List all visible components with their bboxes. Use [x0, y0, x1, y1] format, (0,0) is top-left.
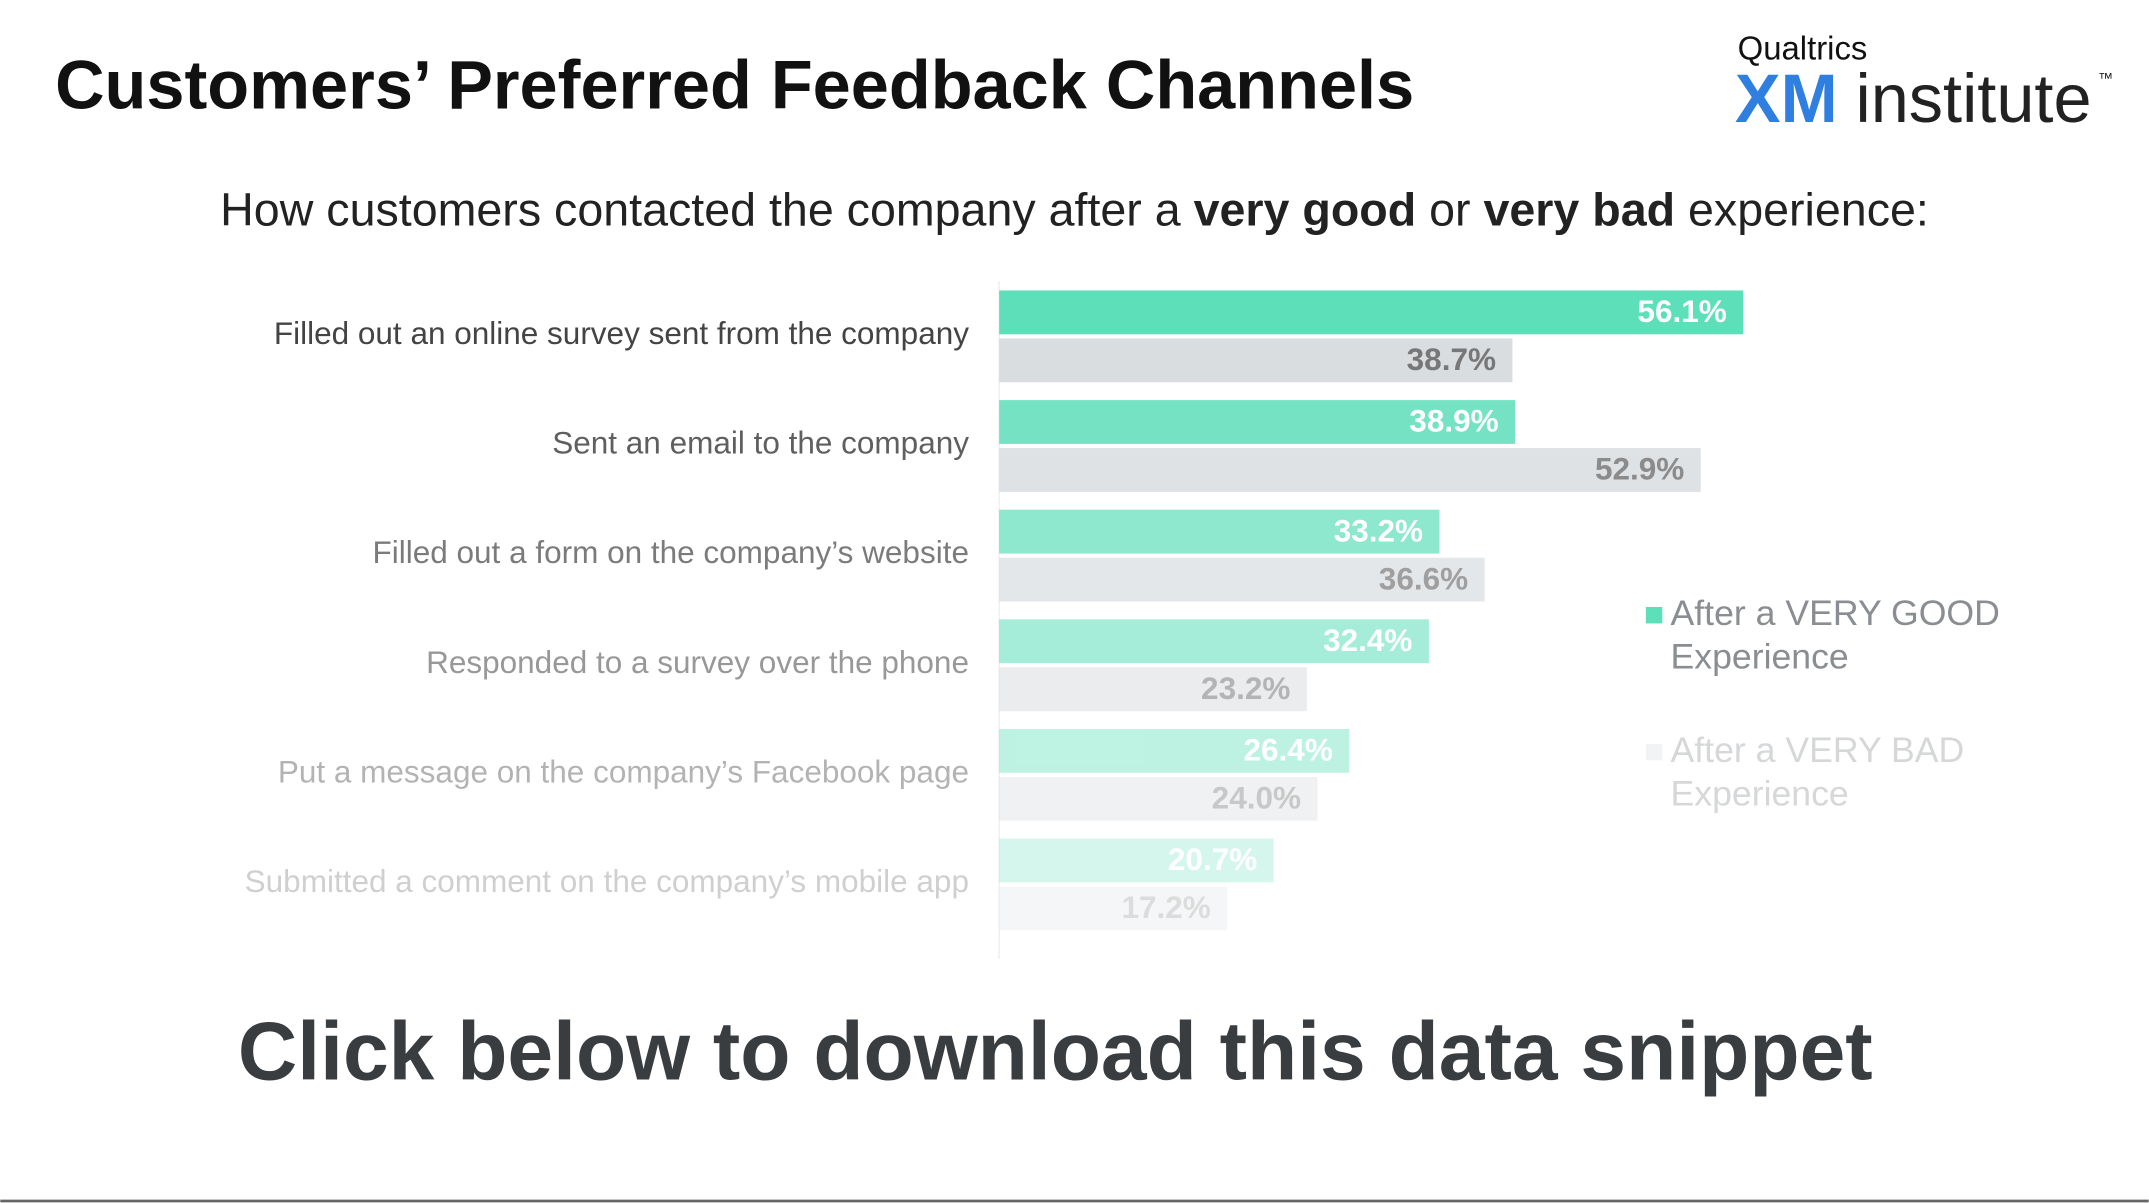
logo-company: Qualtrics — [1738, 29, 1868, 66]
title: Customers’ Preferred Feedback Channels — [55, 47, 1414, 124]
bar — [999, 619, 1429, 664]
category-label: Sent an email to the company — [552, 425, 969, 461]
subtitle-part: very bad — [1484, 184, 1676, 236]
bar — [999, 838, 1274, 883]
bar — [999, 448, 1701, 492]
row: Filled out a form on the company’s websi… — [373, 509, 1485, 602]
value-label: 56.1% — [1637, 293, 1726, 329]
legend-label: After a VERY GOOD Experience — [1670, 591, 2000, 677]
bar — [999, 776, 1318, 821]
row: Submitted a comment on the company’s mob… — [245, 838, 1274, 931]
bar — [999, 557, 1485, 602]
legend-item: After a VERY GOOD Experience — [1645, 591, 2000, 677]
value-label: 36.6% — [1379, 560, 1468, 596]
bar — [999, 338, 1513, 383]
value-label: 33.2% — [1334, 512, 1423, 548]
legend-swatch — [1645, 743, 1663, 761]
row: Sent an email to the company 38.9% 52.9% — [552, 400, 1701, 492]
value-label: 24.0% — [1212, 780, 1301, 816]
value-label: 17.2% — [1121, 889, 1210, 925]
bar — [999, 400, 1516, 444]
value-label: 20.7% — [1168, 841, 1257, 877]
bar — [999, 886, 1228, 931]
value-label: 52.9% — [1595, 451, 1684, 487]
category-label: Filled out a form on the company’s websi… — [373, 534, 969, 570]
download-cta[interactable]: Click below to download this data snippe… — [238, 1006, 1873, 1097]
logo-mark: XM — [1735, 60, 1838, 137]
subtitle-part: very good — [1194, 184, 1417, 236]
logo-word: institute — [1855, 60, 2091, 137]
subtitle-part: experience: — [1675, 184, 1929, 236]
legend-label: After a VERY BAD Experience — [1670, 728, 1965, 814]
value-label: 38.9% — [1409, 403, 1498, 439]
subtitle-part: How customers contacted the company afte… — [220, 184, 1193, 236]
row: Responded to a survey over the phone 32.4… — [426, 619, 1429, 712]
category-label: Put a message on the company’s Facebook … — [278, 753, 969, 789]
logo-tm: ™ — [2098, 70, 2113, 87]
value-label: 26.4% — [1244, 732, 1333, 768]
category-label: Filled out an online survey sent from th… — [274, 315, 969, 351]
bar — [999, 667, 1307, 712]
subtitle-part: or — [1416, 184, 1483, 236]
legend-box: After a VERY BAD Experience — [1670, 728, 1965, 814]
category-label: Submitted a comment on the company’s mob… — [245, 863, 969, 899]
value-label: 23.2% — [1201, 670, 1290, 706]
bar — [999, 290, 1744, 335]
subtitle: How customers contacted the company afte… — [220, 184, 1929, 236]
legend-item: After a VERY BAD Experience — [1645, 728, 1965, 814]
row: Put a message on the company’s Facebook … — [278, 728, 1350, 821]
value-label: 32.4% — [1323, 622, 1412, 658]
category-label: Responded to a survey over the phone — [426, 644, 969, 680]
legend-swatch — [1645, 606, 1663, 624]
bar — [999, 509, 1440, 554]
row: Filled out an online survey sent from th… — [274, 290, 1744, 383]
value-label: 38.7% — [1407, 341, 1496, 377]
bar — [999, 728, 1350, 773]
legend-box: After a VERY GOOD Experience — [1670, 591, 2000, 677]
